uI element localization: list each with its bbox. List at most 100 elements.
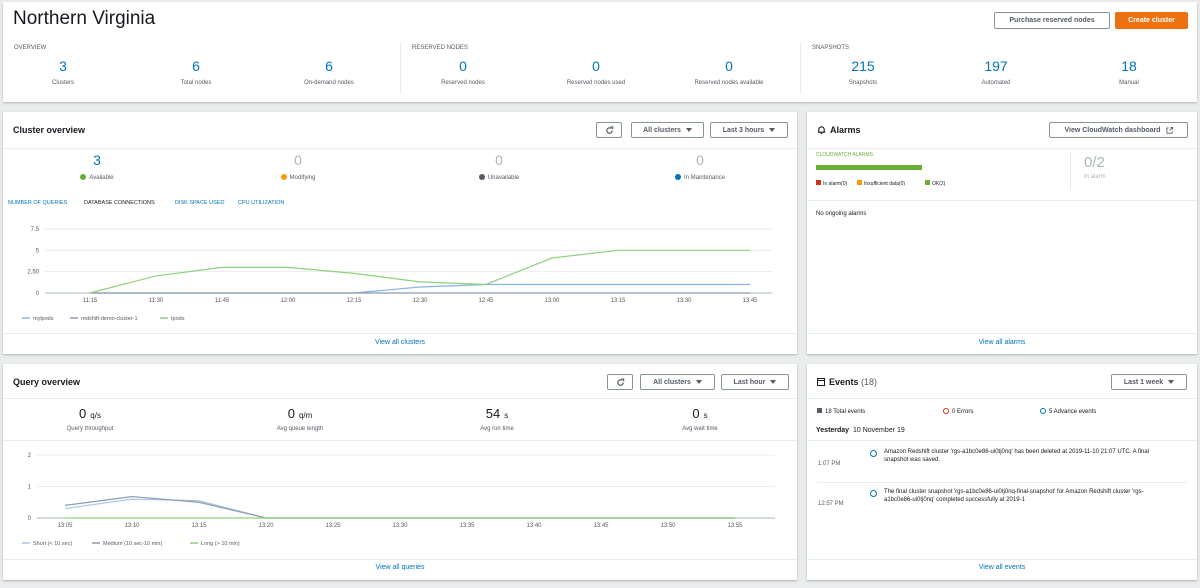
query-metric-value: 0 q/m	[240, 406, 360, 421]
legend-text: In alarm(0)	[823, 181, 848, 187]
advance-events: 5 Advance events	[1040, 408, 1096, 415]
legend-swatch	[816, 180, 821, 185]
panel-title: Query overview	[13, 377, 81, 387]
panel-title: Alarms	[830, 125, 861, 135]
section-heading: RESERVED NODES	[412, 45, 468, 51]
metric-tab[interactable]: CPU UTILIZATION	[238, 200, 285, 206]
status-label: Available	[37, 174, 157, 181]
total-events: 18 Total events	[817, 408, 865, 415]
metric-label: Reserved nodes	[441, 80, 485, 86]
query-metric-label: Avg queue length	[276, 426, 324, 432]
alarms-heading: CLOUDWATCH ALARMS	[816, 152, 873, 158]
query-metric-value: 0 q/s	[30, 406, 150, 421]
metric-value[interactable]: 0	[725, 58, 733, 74]
empty-message: No ongoing alarms	[816, 211, 867, 217]
metric-value[interactable]: 0	[459, 58, 467, 74]
metric-value[interactable]: 3	[59, 58, 67, 74]
metric-label: Total nodes	[180, 80, 212, 86]
query-metric-label: Avg wait time	[682, 426, 718, 432]
status-text: In Maintenance	[683, 175, 726, 181]
title-text: Events	[829, 377, 859, 387]
metric-label: Manual	[1119, 80, 1139, 86]
metric-tab[interactable]: NUMBER OF QUERIES	[8, 200, 68, 206]
event-time: 1:07 PM	[818, 461, 841, 467]
value: 0	[287, 406, 295, 421]
time-filter[interactable]: Last hour	[721, 374, 789, 390]
status-value[interactable]: 3	[93, 152, 101, 168]
event-text: Amazon Redshift cluster 'rgs-a1bc0e86-ui…	[884, 449, 1150, 463]
refresh-button[interactable]	[596, 122, 622, 138]
time-filter[interactable]: Last 1 week	[1111, 374, 1187, 390]
query-metric-label: Query throughput	[66, 426, 114, 432]
metric-value[interactable]: 18	[1121, 58, 1137, 74]
metric-tab[interactable]: DATABASE CONNECTIONS	[84, 200, 155, 206]
metric-value[interactable]: 215	[851, 58, 875, 74]
view-all-link[interactable]: View all alarms	[978, 339, 1026, 346]
metric-value[interactable]: 0	[592, 58, 600, 74]
alarm-ratio: 0/2	[1084, 154, 1105, 171]
button-label: View CloudWatch dashboard	[1064, 126, 1161, 134]
filter-label: All clusters	[643, 126, 681, 134]
calendar-icon	[817, 378, 825, 386]
panel-title: Events (18)	[829, 377, 877, 387]
error-text: 0 Errors	[952, 409, 974, 415]
metric-label: On-demand nodes	[304, 80, 354, 86]
header-panel: Northern Virginia Purchase reserved node…	[3, 2, 1197, 102]
cluster-overview-panel: Cluster overview All clusters Last 3 hou…	[3, 112, 797, 354]
metric-value[interactable]: 197	[984, 58, 1008, 74]
day-heading: Yesterday 10 November 19	[816, 427, 905, 434]
cluster-filter[interactable]: All clusters	[640, 374, 715, 390]
status-text: Modifying	[289, 175, 316, 181]
unit: q/m	[298, 411, 313, 420]
view-all-link[interactable]: View all queries	[375, 564, 425, 571]
view-all-link[interactable]: View all events	[978, 564, 1026, 571]
create-button[interactable]: Create cluster	[1115, 12, 1188, 29]
status-value: 0	[294, 152, 302, 168]
value: 54	[485, 406, 501, 421]
alarm-legend-item: Insufficient data(0)	[857, 180, 905, 187]
error-events: 0 Errors	[943, 408, 973, 415]
advance-text: 5 Advance events	[1049, 409, 1097, 415]
status-label: In Maintenance	[640, 174, 760, 181]
query-metric-label: Avg run time	[480, 426, 514, 432]
metric-value[interactable]: 6	[192, 58, 200, 74]
alarm-ratio-label: In alarm	[1084, 174, 1106, 180]
view-all-link[interactable]: View all clusters	[374, 339, 426, 346]
cloudwatch-button[interactable]: View CloudWatch dashboard	[1049, 122, 1188, 138]
filter-label: Last 1 week	[1123, 378, 1164, 386]
legend-text: OK(2)	[932, 181, 946, 187]
time-filter[interactable]: Last 3 hours	[710, 122, 788, 138]
status-text: Available	[89, 175, 114, 181]
metric-value[interactable]: 6	[325, 58, 333, 74]
event-count: (18)	[861, 377, 878, 387]
unit: q/s	[90, 411, 101, 420]
event-text: The final cluster snapshot 'rgs-a1bc0e86…	[884, 489, 1144, 503]
legend-swatch	[857, 180, 862, 185]
page-title: Northern Virginia	[13, 8, 156, 29]
status-dot	[674, 174, 681, 180]
total-text: 18 Total events	[825, 409, 866, 415]
status-dot	[80, 174, 87, 180]
metric-tab[interactable]: DISK SPACE USED	[175, 200, 225, 206]
status-label: Unavailable	[439, 174, 559, 181]
cluster-filter[interactable]: All clusters	[631, 122, 704, 138]
info-icon	[870, 490, 877, 497]
panel-title: Cluster overview	[13, 125, 86, 135]
purchase-button[interactable]: Purchase reserved nodes	[994, 12, 1110, 29]
status-dot	[478, 174, 485, 180]
legend-text: Insufficient data(0)	[864, 181, 906, 187]
day: Yesterday	[816, 427, 850, 434]
filter-label: All clusters	[653, 378, 691, 386]
value: 0	[79, 406, 87, 421]
status-label: Modifying	[238, 174, 358, 181]
status-value: 0	[495, 152, 503, 168]
unit: s	[504, 411, 509, 420]
alarm-legend-item: In alarm(0)	[816, 180, 847, 187]
section-heading: SNAPSHOTS	[812, 45, 850, 51]
alarm-legend-item: OK(2)	[925, 180, 945, 187]
event-separator	[817, 482, 1187, 483]
refresh-button[interactable]	[607, 374, 633, 390]
